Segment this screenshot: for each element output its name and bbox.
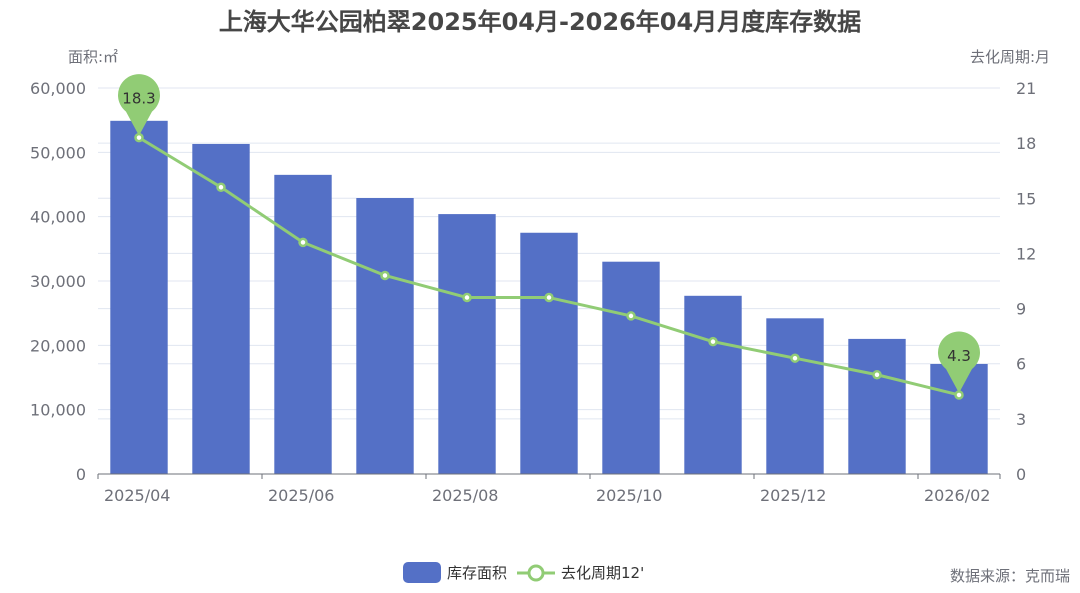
bar-series-inventory-area — [110, 120, 988, 475]
markpoint-label: 4.3 — [947, 347, 971, 365]
line-point — [872, 369, 882, 380]
left-tick-label: 10,000 — [30, 401, 86, 420]
line-point — [462, 292, 472, 303]
bar — [520, 232, 578, 474]
line-point — [380, 270, 390, 281]
bar — [274, 174, 332, 474]
line-series-absorption-cycle — [134, 132, 964, 400]
chart-title: 上海大华公园柏翠2025年04月-2026年04月月度库存数据 — [218, 8, 862, 36]
line-point — [544, 292, 554, 303]
left-tick-label: 60,000 — [30, 79, 86, 98]
bar — [356, 198, 414, 474]
legend-item-line[interactable]: 去化周期12' — [517, 562, 644, 583]
x-tick-label: 2025/04 — [104, 486, 170, 505]
left-tick-label: 0 — [76, 465, 86, 484]
line-point — [626, 311, 636, 321]
right-tick-label: 9 — [1016, 300, 1026, 319]
bar — [110, 120, 168, 474]
legend: 库存面积 去化周期12' — [403, 562, 654, 583]
line-point — [790, 353, 800, 363]
legend-label-bar: 库存面积 — [447, 564, 508, 582]
bar — [438, 214, 496, 475]
line-point — [298, 237, 308, 248]
right-tick-label: 12 — [1016, 244, 1036, 263]
right-tick-label: 3 — [1016, 410, 1026, 429]
left-axis-name: 面积:㎡ — [68, 48, 119, 66]
x-tick-label: 2025/10 — [596, 486, 662, 505]
markpoint-pin-icon: 18.3 — [117, 74, 160, 136]
bar — [848, 338, 906, 474]
right-axis-name: 去化周期:月 — [969, 48, 1050, 66]
right-tick-label: 0 — [1016, 465, 1026, 484]
markpoint-label: 18.3 — [122, 90, 155, 108]
legend-label-line: 去化周期12' — [561, 564, 645, 582]
x-tick-label: 2025/08 — [432, 486, 498, 505]
pin-shape — [938, 331, 980, 393]
line-point — [216, 182, 226, 193]
data-source-note: 数据来源：克而瑞 — [949, 567, 1070, 585]
right-tick-label: 21 — [1016, 79, 1036, 98]
bar — [766, 318, 824, 474]
right-tick-label: 15 — [1016, 189, 1036, 208]
left-tick-label: 20,000 — [30, 336, 86, 355]
bar — [684, 295, 742, 474]
line-point — [708, 336, 718, 347]
left-tick-label: 30,000 — [30, 272, 86, 291]
right-tick-label: 6 — [1016, 355, 1026, 374]
x-tick-label: 2025/12 — [760, 486, 826, 505]
bar-swatch-icon — [403, 562, 441, 583]
line-circle-swatch-icon — [517, 564, 556, 582]
pin-shape — [117, 74, 160, 136]
left-tick-label: 50,000 — [30, 143, 86, 162]
legend-item-bar[interactable]: 库存面积 — [403, 562, 507, 583]
right-tick-label: 18 — [1016, 134, 1036, 153]
markpoint-pin-icon: 4.3 — [938, 331, 980, 393]
bar — [192, 143, 250, 474]
bar — [602, 261, 660, 474]
left-tick-label: 40,000 — [30, 208, 86, 227]
axes: 2025/04 2025/06 2025/08 2025/10 2025/12 2026/… — [97, 473, 1001, 505]
x-tick-label: 2026/02 — [924, 486, 990, 505]
markpoints: 18.3 4.3 — [117, 74, 980, 393]
x-tick-label: 2025/06 — [268, 486, 334, 505]
